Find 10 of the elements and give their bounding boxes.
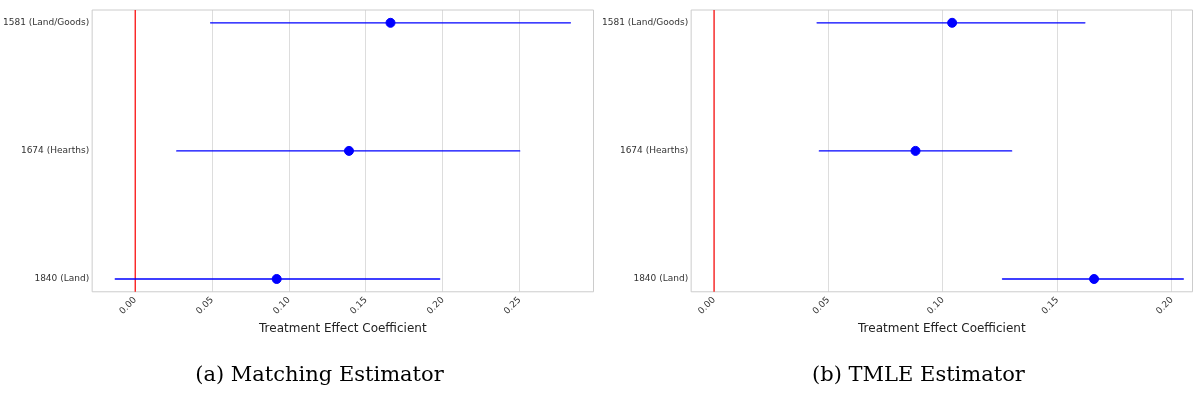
y-tick-label: 1840 (Land) (34, 273, 90, 284)
y-tick-label: 1581 (Land/Goods) (602, 17, 689, 28)
y-tick-label: 1674 (Hearths) (20, 145, 90, 156)
y-tick-label: 1674 (Hearths) (619, 145, 689, 156)
text: (b) TMLE Estimator (811, 362, 1026, 386)
y-tick-label: 1840 (Land) (633, 273, 689, 284)
x-axis-title: Treatment Effect Coefficient (258, 320, 427, 335)
x-axis-title: Treatment Effect Coefficient (857, 320, 1026, 335)
text: (a) Matching Estimator (194, 362, 445, 386)
y-tick-label: 1581 (Land/Goods) (3, 17, 90, 28)
